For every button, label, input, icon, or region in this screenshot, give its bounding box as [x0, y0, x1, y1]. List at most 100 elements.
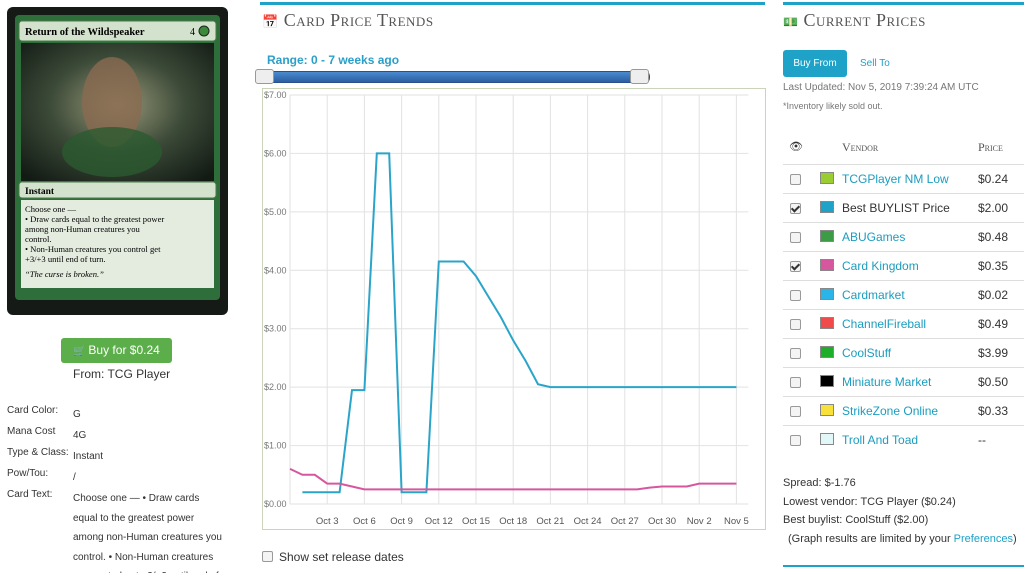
preferences-link[interactable]: Preferences	[953, 532, 1013, 545]
rules-line: Choose one —	[25, 204, 76, 214]
x-tick-label: Oct 15	[462, 516, 490, 527]
vendor-price: $0.35	[978, 259, 1009, 273]
vendor-swatch	[820, 317, 834, 329]
price-line	[289, 467, 737, 491]
property-value: Choose one — • Draw cards equal to the g…	[73, 493, 222, 573]
vendor-checkbox[interactable]	[790, 435, 801, 446]
x-tick-label: Nov 2	[687, 516, 712, 527]
vendor-checkbox[interactable]	[790, 232, 801, 243]
chart-border	[262, 88, 766, 530]
range-slider[interactable]	[255, 71, 650, 83]
trends-heading: 📅 Card Price Trends	[262, 10, 434, 30]
vendor-row: Cardmarket $0.02	[783, 280, 1024, 310]
vendor-checkbox[interactable]	[790, 174, 801, 185]
sell-to-tab[interactable]: Sell To	[860, 58, 890, 69]
trends-title: Card Price Trends	[283, 10, 434, 30]
card-name: Return of the Wildspeaker	[25, 27, 145, 38]
vendor-checkbox[interactable]	[790, 406, 801, 417]
vendor-checkbox[interactable]	[790, 203, 801, 214]
slider-handle[interactable]	[255, 69, 274, 84]
vendor-checkbox[interactable]	[790, 377, 801, 388]
vendor-price: $0.02	[978, 288, 1009, 302]
vendor-checkbox[interactable]	[790, 348, 801, 359]
vendor-price: $0.48	[978, 230, 1009, 244]
release-label: Show set release dates	[279, 550, 404, 564]
title-bar	[18, 20, 217, 42]
vendor-name[interactable]: ChannelFireball	[842, 317, 927, 331]
art-figure	[82, 57, 142, 147]
x-tick-label: Oct 30	[648, 516, 676, 527]
vendor-name[interactable]: Miniature Market	[842, 375, 932, 389]
vendor-price: $0.50	[978, 375, 1009, 389]
rules-line: control.	[25, 234, 52, 244]
vendor-row: TCGPlayer NM Low $0.24	[783, 164, 1024, 194]
rules-line: • Non-Human creatures you control get	[25, 244, 161, 254]
x-tick-label: Nov 5	[724, 516, 749, 527]
property-label: Card Color:	[7, 405, 59, 416]
vendor-name[interactable]: CoolStuff	[842, 346, 892, 360]
visibility-icon: 👁	[789, 141, 803, 153]
vendor-swatch	[820, 201, 834, 213]
y-tick-label: $7.00	[264, 90, 287, 100]
property-label: Mana Cost	[7, 426, 56, 437]
vendor-row: Troll And Toad --	[783, 425, 1024, 455]
vendor-swatch	[820, 172, 834, 184]
rules-line: among non-Human creatures you	[25, 224, 140, 234]
last-updated: Last Updated: Nov 5, 2019 7:39:24 AM UTC	[783, 82, 979, 93]
x-tick-label: Oct 6	[353, 516, 376, 527]
vendor-swatch	[820, 404, 834, 416]
vendor-checkbox[interactable]	[790, 319, 801, 330]
vendor-name: Best BUYLIST Price	[842, 201, 950, 215]
card-mana: 4	[190, 27, 195, 38]
buy-from-tab[interactable]: Buy From	[783, 50, 847, 77]
text-box	[21, 200, 214, 288]
y-tick-label: $6.00	[264, 148, 287, 158]
divider	[260, 2, 765, 5]
vendor-price: $2.00	[978, 201, 1009, 215]
prices-heading: 💵 Current Prices	[783, 10, 926, 30]
property-value: 4G	[73, 430, 87, 441]
divider	[783, 565, 1024, 567]
vendor-name[interactable]: Troll And Toad	[842, 433, 919, 447]
property-label: Pow/Tou:	[7, 468, 49, 479]
rules-line: +3/+3 until end of turn.	[25, 254, 106, 264]
property-value: Instant	[73, 451, 104, 462]
vendor-price: $0.49	[978, 317, 1009, 331]
vendor-swatch	[820, 375, 834, 387]
type-bar	[18, 181, 217, 199]
x-tick-label: Oct 12	[425, 516, 453, 527]
buy-button-label: Buy for $0.24	[88, 343, 160, 357]
property-value: G	[73, 409, 81, 420]
x-tick-label: Oct 24	[574, 516, 602, 527]
vendor-swatch	[820, 230, 834, 242]
limit-note: (Graph results are limited by your Prefe…	[783, 530, 1017, 549]
vendor-checkbox[interactable]	[790, 290, 801, 301]
vendor-name[interactable]: StrikeZone Online	[842, 404, 939, 418]
buy-button[interactable]: 🛒 Buy for $0.24	[61, 338, 172, 363]
vendor-name[interactable]: ABUGames	[842, 230, 906, 244]
y-tick-label: $1.00	[264, 441, 287, 451]
spread: Spread: $-1.76	[783, 477, 856, 489]
limit-text: )	[1012, 532, 1017, 545]
release-checkbox[interactable]	[262, 551, 273, 562]
vendor-row: StrikeZone Online $0.33	[783, 396, 1024, 426]
x-tick-label: Oct 18	[499, 516, 527, 527]
vendor-name[interactable]: TCGPlayer NM Low	[842, 172, 949, 186]
vendor-price: --	[978, 433, 986, 447]
vendor-name[interactable]: Cardmarket	[842, 288, 905, 302]
prices-title: Current Prices	[803, 10, 926, 30]
price-chart: $0.00 $1.00 $2.00 $3.00 $4.00 $5.00 $6.00 $7.00…	[262, 88, 766, 530]
vendor-checkbox[interactable]	[790, 261, 801, 272]
best-buylist: Best buylist: CoolStuff ($2.00)	[783, 514, 929, 526]
x-tick-label: Oct 9	[390, 516, 413, 527]
vendor-swatch	[820, 259, 834, 271]
vendor-name[interactable]: Card Kingdom	[842, 259, 919, 273]
vendor-price: $3.99	[978, 346, 1009, 360]
vendor-header: Vendor	[842, 140, 879, 154]
vendor-row: ChannelFireball $0.49	[783, 309, 1024, 339]
slider-handle[interactable]	[630, 69, 649, 84]
flavor-text: “The curse is broken.”	[25, 269, 104, 279]
vendor-swatch	[820, 433, 834, 445]
y-tick-label: $5.00	[264, 207, 287, 217]
